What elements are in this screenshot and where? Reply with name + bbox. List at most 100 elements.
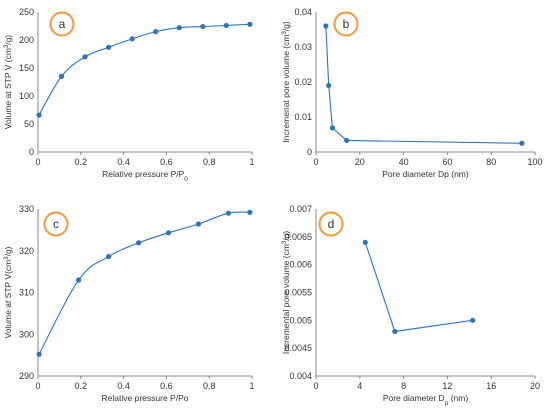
y-tick-label: 50 <box>24 119 34 129</box>
x-tick-label: 0 <box>313 381 318 391</box>
y-axis-title: Volume at STP V (cm3/g) <box>3 35 13 130</box>
y-tick-label: 0.007 <box>289 204 312 214</box>
data-point <box>36 112 42 118</box>
y-tick-label: 0.0045 <box>284 343 312 353</box>
panel-label-badge: a <box>49 11 75 37</box>
y-axis-title-superscript: 3 <box>4 44 10 48</box>
y-tick-label: 200 <box>19 35 34 45</box>
y-tick-label: 0.02 <box>294 77 312 87</box>
x-tick-label: 20 <box>530 381 540 391</box>
x-axis-title: Relative pressure P/P0 <box>102 169 188 183</box>
data-point <box>247 209 253 215</box>
panel-label-ring <box>333 11 359 37</box>
y-axis-title-text: Incremenat pore volume (cm <box>281 35 291 143</box>
y-tick-label: 310 <box>19 288 34 298</box>
x-tick-label: 0.8 <box>203 381 216 391</box>
x-tick-label: 80 <box>486 157 496 167</box>
x-axis-title: Relative pressure P/Po <box>102 393 189 403</box>
panel-label-ring <box>49 11 75 37</box>
panel-label-text: d <box>328 217 335 231</box>
x-axis-title: Pore diameter Dp (nm) <box>383 393 469 407</box>
x-tick-label: 0.6 <box>160 381 173 391</box>
data-point <box>323 23 329 29</box>
y-tick-label: 0.006 <box>289 260 312 270</box>
data-point <box>76 277 82 283</box>
x-axis-title-text: Relative pressure P/P <box>102 169 185 179</box>
y-axis-title-superscript: 3 <box>282 31 288 35</box>
x-tick-label: 0 <box>35 157 40 167</box>
x-tick-label: 0.2 <box>75 381 88 391</box>
series-line <box>38 23 250 116</box>
x-tick-label: 60 <box>442 157 452 167</box>
x-axis-title: Pore diameter Dp (nm) <box>382 169 469 179</box>
data-point <box>469 317 476 323</box>
y-axis-title: Incremenat pore volume (cm3/g) <box>281 21 291 143</box>
y-axis-title-tail: /g) <box>281 21 291 31</box>
series-line <box>325 25 522 144</box>
x-axis-title-text: Relative pressure P/Po <box>102 393 189 403</box>
y-tick-label: 0.01 <box>294 112 312 122</box>
x-tick-label: 0 <box>35 381 40 391</box>
y-tick-label: 0.004 <box>289 371 312 381</box>
y-tick-label: 100 <box>19 91 34 101</box>
panel-label-text: c <box>53 217 59 231</box>
chart-panel-b: 0 20 40 60 80 100 0 0.01 0.02 0.03 0.04 Pore diamet… <box>281 7 543 179</box>
panel-label-badge: c <box>43 211 69 237</box>
x-tick-label: 1 <box>249 157 254 167</box>
panel-label-text: b <box>343 17 350 31</box>
y-tick-label: 0 <box>29 147 34 157</box>
y-axis-title-text: Volume at STP V (cm <box>3 48 13 129</box>
y-axis-title: Incremental pore volume (cm3/g) <box>281 231 291 355</box>
data-point <box>200 23 206 30</box>
y-axis-title-superscript: 3 <box>4 256 10 260</box>
data-point <box>135 240 142 246</box>
series-line <box>38 211 250 355</box>
y-tick-label: 0.0065 <box>284 232 312 242</box>
data-point <box>176 25 182 31</box>
x-tick-label: 8 <box>401 381 406 391</box>
data-point <box>153 29 159 35</box>
panel-label-ring <box>318 211 344 237</box>
y-tick-label: 300 <box>19 329 34 339</box>
data-point <box>165 230 172 236</box>
data-point <box>326 82 332 89</box>
data-point <box>519 140 525 146</box>
y-axis-title-tail: /g) <box>3 35 13 45</box>
x-tick-label: 16 <box>486 381 496 391</box>
y-axis-title-tail: /g) <box>3 246 13 256</box>
data-point <box>106 44 112 50</box>
x-axis-title-text: Pore diameter D <box>383 393 445 403</box>
x-tick-label: 1 <box>249 381 254 391</box>
y-tick-label: 0.005 <box>289 315 312 325</box>
x-tick-label: 40 <box>399 157 409 167</box>
y-tick-label: 0.04 <box>294 7 312 17</box>
x-tick-label: 12 <box>442 381 452 391</box>
y-tick-label: 330 <box>19 204 34 214</box>
x-tick-label: 0.4 <box>117 157 130 167</box>
x-axis-title-subscript: p <box>445 400 449 407</box>
x-tick-label: 0.2 <box>75 157 88 167</box>
y-axis-title-tail: /g) <box>281 231 291 241</box>
x-tick-label: 4 <box>357 381 362 391</box>
data-point <box>58 73 65 79</box>
chart-panel-d: 0 4 8 12 16 20 0.004 0.0045 0.005 0.0055 0.006 0.00… <box>281 204 540 407</box>
x-tick-label: 0.6 <box>160 157 173 167</box>
x-axis-title-text: Pore diameter Dp (nm) <box>382 169 469 179</box>
x-tick-label: 20 <box>355 157 365 167</box>
y-tick-label: 250 <box>19 7 34 17</box>
y-axis-title-text: Volume at STP V(cm <box>3 260 13 339</box>
data-point <box>36 351 42 357</box>
data-point <box>106 253 112 260</box>
panel-label-badge: d <box>318 211 344 237</box>
y-axis-title-superscript: 3 <box>282 240 288 244</box>
panel-label-badge: b <box>333 11 359 37</box>
chart-panel-a: 0 0.2 0.4 0.6 0.8 1 0 50 100 150 200 250 Relative pr… <box>3 7 255 183</box>
x-axis-title-subscript: 0 <box>184 176 188 183</box>
y-tick-label: 150 <box>19 63 34 73</box>
x-tick-label: 0.4 <box>117 381 130 391</box>
panel-label-text: a <box>59 17 66 31</box>
y-tick-label: 0 <box>307 147 312 157</box>
y-tick-label: 320 <box>19 246 34 256</box>
